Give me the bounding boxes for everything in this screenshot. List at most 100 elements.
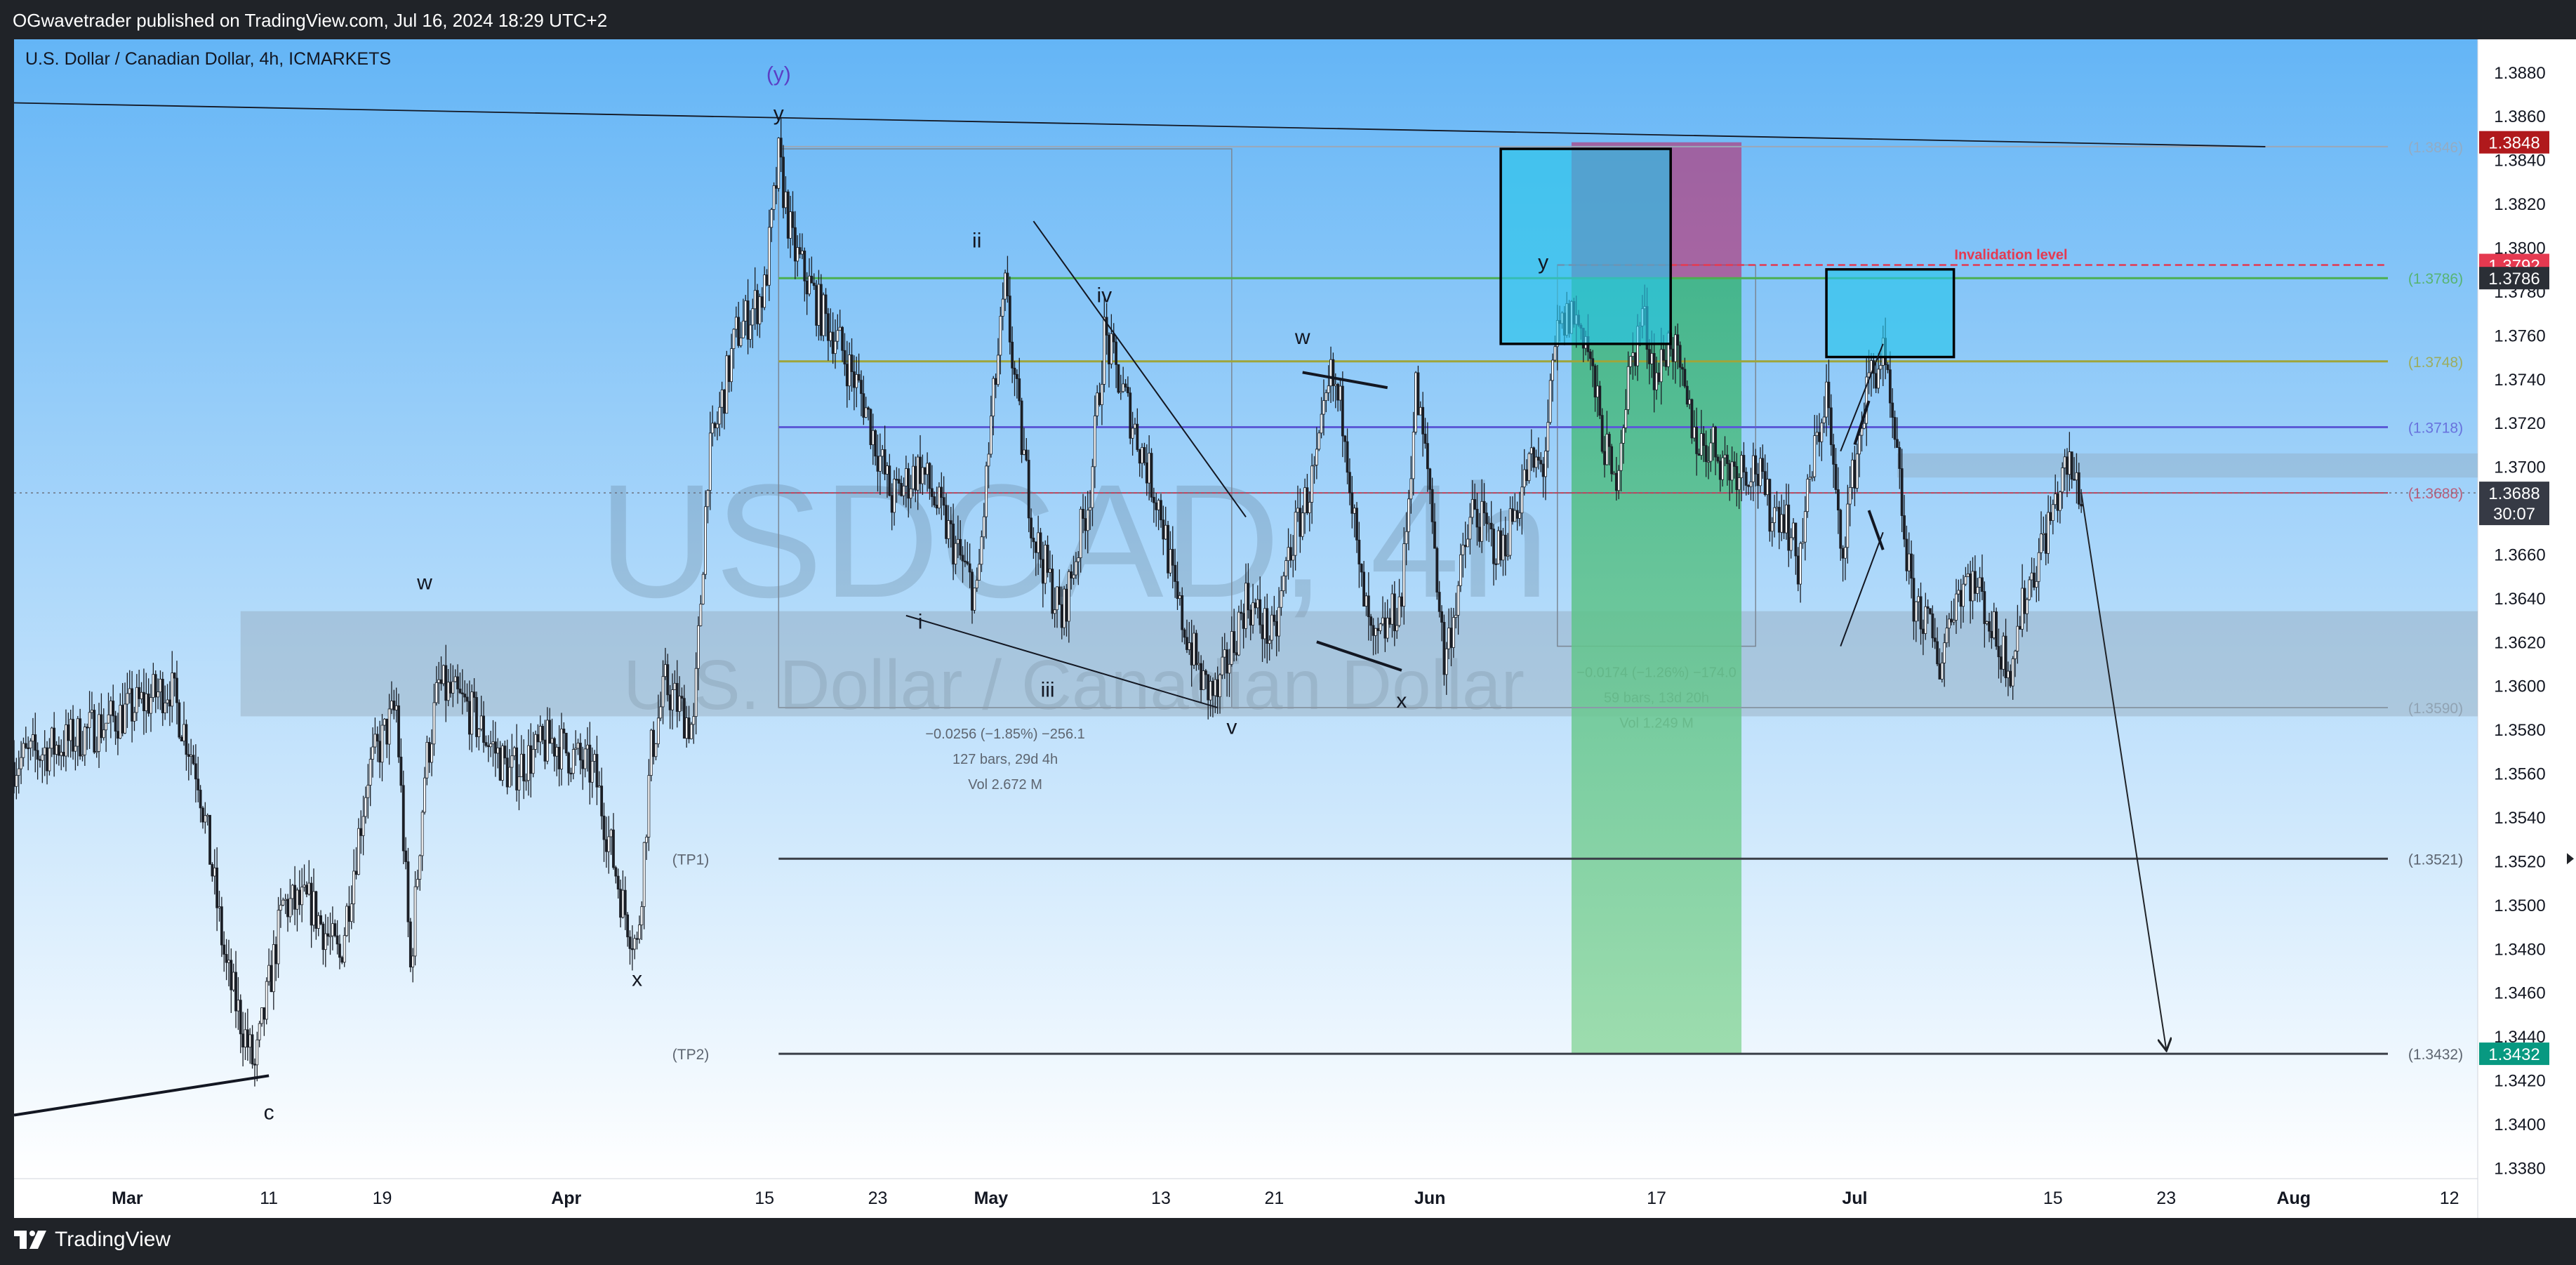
candle-body [121,705,124,734]
candle-body [1456,585,1460,616]
candle-body [682,698,686,739]
candle-body [2037,552,2040,582]
candle-body [536,734,540,743]
candle-body [2044,533,2047,554]
candle-body [1747,485,1751,487]
candle-body [1148,453,1151,484]
candle-body [697,625,700,669]
candle-body [62,752,65,757]
candle-body [1079,508,1082,558]
candle-body [581,760,585,769]
candle-body [1855,453,1859,489]
candle-body [1155,502,1158,510]
candle-body [2002,635,2005,670]
candle-body [1546,422,1550,451]
candle-body [2059,491,2062,511]
candle-body [1091,466,1094,508]
measure-1-line-2: 127 bars, 29d 4h [952,752,1058,767]
candle-body [805,280,809,295]
candle-body [831,331,835,355]
wave-label-10: c [264,1101,274,1125]
candle-body [973,588,976,611]
candle-body [2077,472,2080,505]
candle-body [1221,656,1224,675]
candle-body [1275,621,1278,637]
candle-body [1792,522,1795,538]
candle-body [900,483,903,496]
candle-body [1383,617,1387,639]
candle-body [1041,559,1044,584]
candle-body [881,449,884,457]
candle-body [72,719,74,752]
candle-body [1468,517,1472,540]
candle-body [1652,352,1656,390]
candle-body [1449,628,1453,648]
candle-body [1372,625,1375,636]
candle-body [902,485,905,496]
candle-body [2054,494,2057,505]
candle-body [1306,487,1309,514]
candle-body [562,728,566,734]
candle-body [1657,372,1661,383]
candle-body [1160,500,1162,521]
price-tick-label: 1.3740 [2494,371,2545,390]
candle-body [1914,601,1918,622]
price-tick-label: 1.3400 [2494,1115,2545,1134]
candle-body [992,378,995,417]
candle-body [1407,498,1410,532]
support-band [240,611,2478,717]
candle-body [626,914,630,938]
candle-body [1834,463,1838,490]
candle-body [737,317,741,346]
candle-body [1825,381,1828,418]
candle-body [328,935,332,937]
candle-body [2035,581,2038,588]
candle-body [1075,561,1077,576]
candle-body [883,449,887,475]
candle-body [1605,434,1609,465]
candle-body [175,677,178,703]
candle-body [463,694,467,698]
candle-body [1818,432,1821,442]
candle-body [152,674,155,698]
candle-body [491,741,495,745]
candle-body [1761,458,1765,472]
supply-zone-2 [1825,267,1956,359]
candle-body [17,768,20,776]
candle-body [1169,549,1172,574]
resistance-band [1897,453,2478,478]
candle-body [1976,587,1979,594]
candle-body [994,378,997,385]
candle-body [1664,359,1668,367]
watermark-name: U.S. Dollar / Canadian Dollar [623,646,1525,724]
candle-body [857,373,861,380]
candle-body [138,687,141,699]
candle-body [874,430,877,457]
candle-body [630,948,634,951]
candle-body [1426,443,1429,470]
candle-body [845,364,849,387]
candle-body [1454,614,1458,618]
candle-body [1893,417,1897,440]
candle-body [484,742,488,746]
candle-body [952,523,955,564]
candle-body [1466,538,1469,548]
candle-body [1193,632,1195,665]
candle-body [350,903,353,922]
candle-body [83,727,86,755]
candle-body [364,797,367,817]
candle-body [1008,296,1011,343]
candle-body [1820,422,1824,442]
candle-body [197,779,200,790]
candle-body [1742,455,1746,472]
candle-body [239,1000,242,1035]
candle-body [1997,646,2000,658]
candle-body [321,923,325,951]
candle-body [985,465,988,517]
candle-body [1607,434,1611,447]
candle-body [701,574,705,604]
candle-body [956,538,960,544]
candle-body [1518,512,1521,519]
candle-body [1247,583,1250,611]
